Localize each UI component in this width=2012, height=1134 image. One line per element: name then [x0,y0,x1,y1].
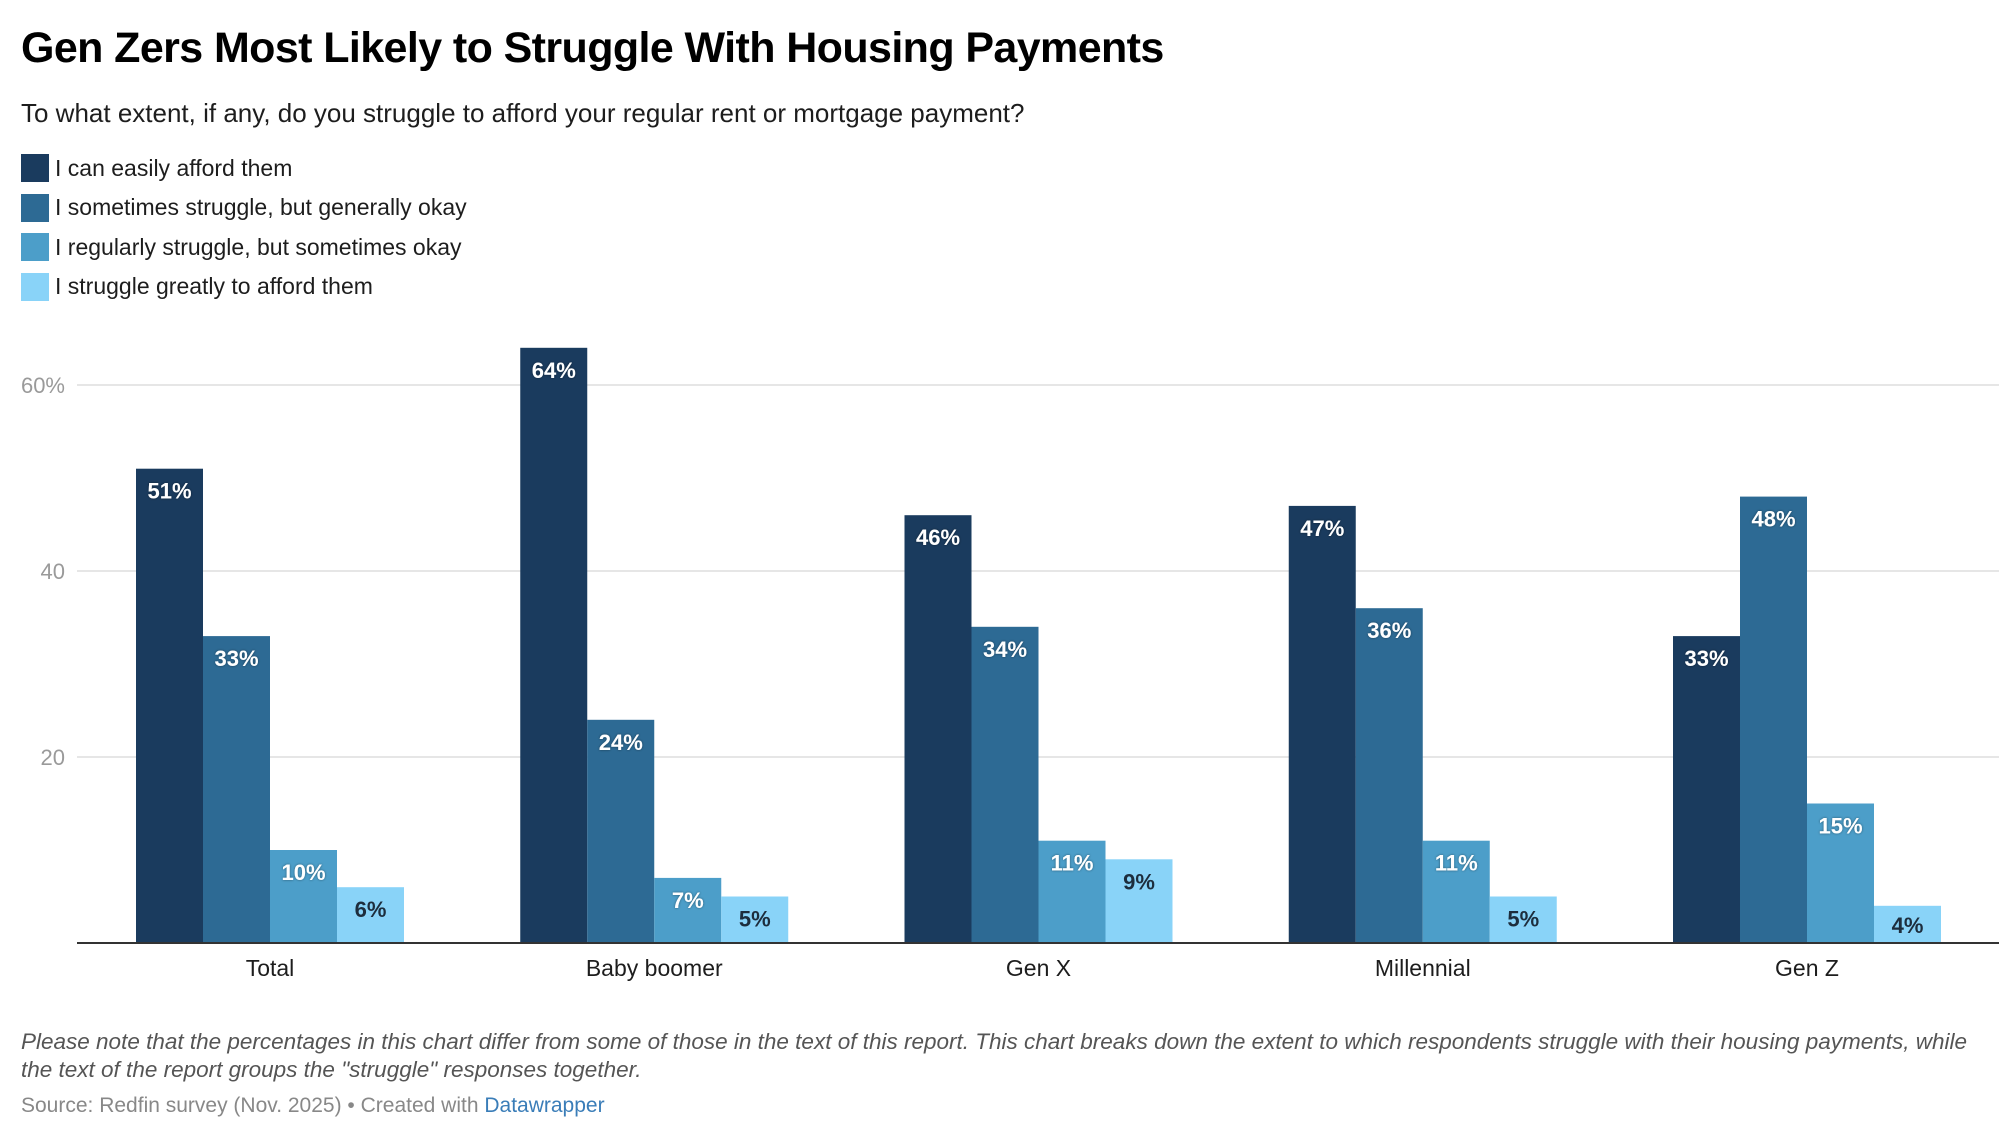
bar-value-label: 24% [599,730,643,755]
bar-value-label: 5% [739,907,771,932]
bar-value-label: 9% [1123,869,1155,894]
bar-value-label: 34% [983,637,1027,662]
bar [520,347,588,943]
bar [1105,859,1173,943]
value-labels: 51% 33% 10% 6% 64% 24% 7% 5% 46% 34% 11% 9% 47% 36% 11… [147,358,1923,938]
bar-value-label: 11% [1435,851,1478,876]
legend-label: I struggle greatly to afford them [55,273,373,299]
chart-title: Gen Zers Most Likely to Struggle With Ho… [21,24,1164,72]
legend: I can easily afford them I sometimes str… [21,154,467,312]
bars [136,347,1941,943]
datawrapper-link[interactable]: Datawrapper [484,1094,605,1117]
x-category-label: Total [246,955,295,981]
source-text: Source: Redfin survey (Nov. 2025) • Crea… [21,1094,485,1117]
legend-swatch [21,233,49,261]
x-axis: Total Baby boomer Gen X Millennial Gen Z [77,942,1999,981]
legend-item-regularly-struggle: I regularly struggle, but sometimes okay [21,233,467,261]
bar-chart: 20 40 60% 51% 33% 10% 6% 64% 24% 7% 5% 46% 34% 11% 9%… [21,347,1999,981]
legend-label: I sometimes struggle, but generally okay [55,194,467,220]
legend-item-easily-afford: I can easily afford them [21,154,467,182]
bar [587,719,655,943]
bar [1740,496,1807,943]
y-tick-label: 40 [41,559,65,584]
legend-swatch [21,193,49,222]
x-category-label: Millennial [1375,955,1471,981]
bar [721,896,789,943]
x-category-label: Baby boomer [586,955,723,981]
bar-value-label: 10% [281,860,325,885]
bar-value-label: 5% [1507,907,1539,932]
x-category-label: Gen X [1006,955,1071,981]
bar-value-label: 33% [1684,646,1728,671]
legend-label: I can easily afford them [55,154,293,181]
bar [1673,636,1740,943]
legend-label: I regularly struggle, but sometimes okay [55,233,462,260]
bar-value-label: 46% [916,525,960,550]
legend-item-struggle-greatly: I struggle greatly to afford them [21,272,467,301]
bar [270,850,337,943]
bar [971,626,1039,943]
bar-value-label: 51% [147,479,191,504]
bar [1355,608,1423,943]
bar-value-label: 48% [1751,507,1795,532]
bar [1422,840,1490,943]
bar [203,636,270,943]
x-category-label: Gen Z [1775,955,1839,981]
y-tick-label: 60% [21,373,65,398]
bar [1038,840,1106,943]
chart-subtitle: To what extent, if any, do you struggle … [21,98,1025,128]
bar-value-label: 47% [1300,516,1344,541]
bar [1874,905,1941,943]
bar [1288,505,1356,943]
bar-value-label: 7% [672,888,704,913]
bar [136,468,203,943]
y-tick-label: 20 [41,745,65,770]
bar [1489,896,1557,943]
footnote: Please note that the percentages in this… [21,1029,1968,1082]
legend-swatch [21,272,49,301]
bar [1807,803,1874,943]
legend-swatch [21,154,49,182]
bar-value-label: 11% [1051,851,1094,876]
bar-value-label: 4% [1892,913,1924,938]
bar-value-label: 33% [214,646,258,671]
bar-value-label: 36% [1367,618,1411,643]
legend-item-sometimes-struggle: I sometimes struggle, but generally okay [21,193,467,222]
bar [337,887,404,943]
bar-value-label: 6% [355,897,387,922]
source-line: Source: Redfin survey (Nov. 2025) • Crea… [21,1094,605,1118]
bar [904,515,972,943]
bar [654,877,722,943]
bar-value-label: 64% [532,358,576,383]
bar-value-label: 15% [1818,814,1862,839]
